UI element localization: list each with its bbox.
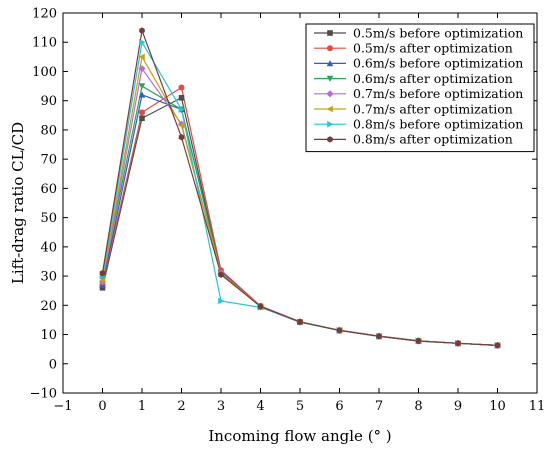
data-point [138,64,146,73]
legend-label: 0.8m/s after optimization [353,132,513,147]
y-tick-label: 120 [32,7,57,22]
legend-marker [326,105,333,113]
x-tick-label: 3 [217,399,225,414]
data-point [376,333,382,340]
data-point [138,53,145,61]
y-tick-label: 70 [40,153,57,168]
data-point [178,84,185,91]
y-tick-label: 50 [40,211,57,226]
x-tick-label: 9 [454,399,462,414]
data-point [139,109,145,116]
legend-marker [327,45,333,52]
legend-label: 0.7m/s before optimization [353,86,523,101]
y-tick-label: 20 [40,299,57,314]
x-tick-label: 11 [529,399,546,414]
data-point [138,91,146,98]
data-point [218,297,225,305]
data-point [494,342,501,349]
y-tick-label: 60 [40,182,57,197]
x-tick-label: 10 [489,399,506,414]
y-tick-label: 110 [32,36,57,51]
legend-marker [326,60,334,67]
x-tick-label: 6 [335,399,343,414]
y-tick-label: 80 [40,123,57,138]
data-point [297,318,303,326]
data-point [178,106,185,113]
legend-label: 0.5m/s after optimization [353,41,513,56]
legend-marker [327,120,334,128]
legend-box [305,23,535,153]
series-markers [99,27,501,349]
legend-label: 0.8m/s before optimization [353,117,523,132]
data-point [139,115,145,122]
legend-marker [327,136,333,143]
y-axis-title: Lift-drag ratio CL/CD [9,122,27,284]
legend-marker [327,30,333,36]
x-tick-label: 8 [414,399,422,414]
x-axis-title: Incoming flow angle (° ) [208,427,391,445]
data-point [99,269,106,277]
data-point [178,122,185,129]
y-tick-label: 30 [40,270,57,285]
data-point [139,27,145,34]
data-point [138,83,146,90]
data-point [139,38,146,46]
y-tick-label: 90 [40,94,57,109]
x-tick-label: 7 [375,399,383,414]
y-tick-label: 10 [40,328,57,343]
legend-marker [326,75,334,82]
data-point [178,94,185,101]
data-point [99,277,106,284]
data-point [415,337,422,345]
data-point [336,327,343,334]
axes: −1 0 1 2 3 4 5 6 7 8 9 10 11−10010203040506070809010… [30,7,546,415]
y-tick-label: 0 [49,357,57,372]
legend-label: 0.5m/s before optimization [353,25,523,40]
x-tick-label: 5 [296,399,304,414]
legend-marker [326,90,334,98]
data-point [455,340,461,347]
legend-label: 0.6m/s before optimization [353,56,523,71]
plot-markers [98,27,502,349]
legend-label: 0.6m/s after optimization [353,71,513,86]
data-point [257,303,264,310]
x-tick-label: 1 [138,399,146,414]
data-point [218,271,224,278]
data-point [178,134,185,141]
y-tick-label: −10 [30,387,57,402]
y-tick-label: 40 [40,240,57,255]
x-tick-label: −1 [53,399,72,414]
legend-label: 0.7m/s after optimization [353,101,513,116]
x-tick-label: 4 [256,399,264,414]
x-tick-label: 2 [177,399,185,414]
x-tick-label: 0 [98,399,106,414]
y-tick-label: 100 [32,65,57,80]
